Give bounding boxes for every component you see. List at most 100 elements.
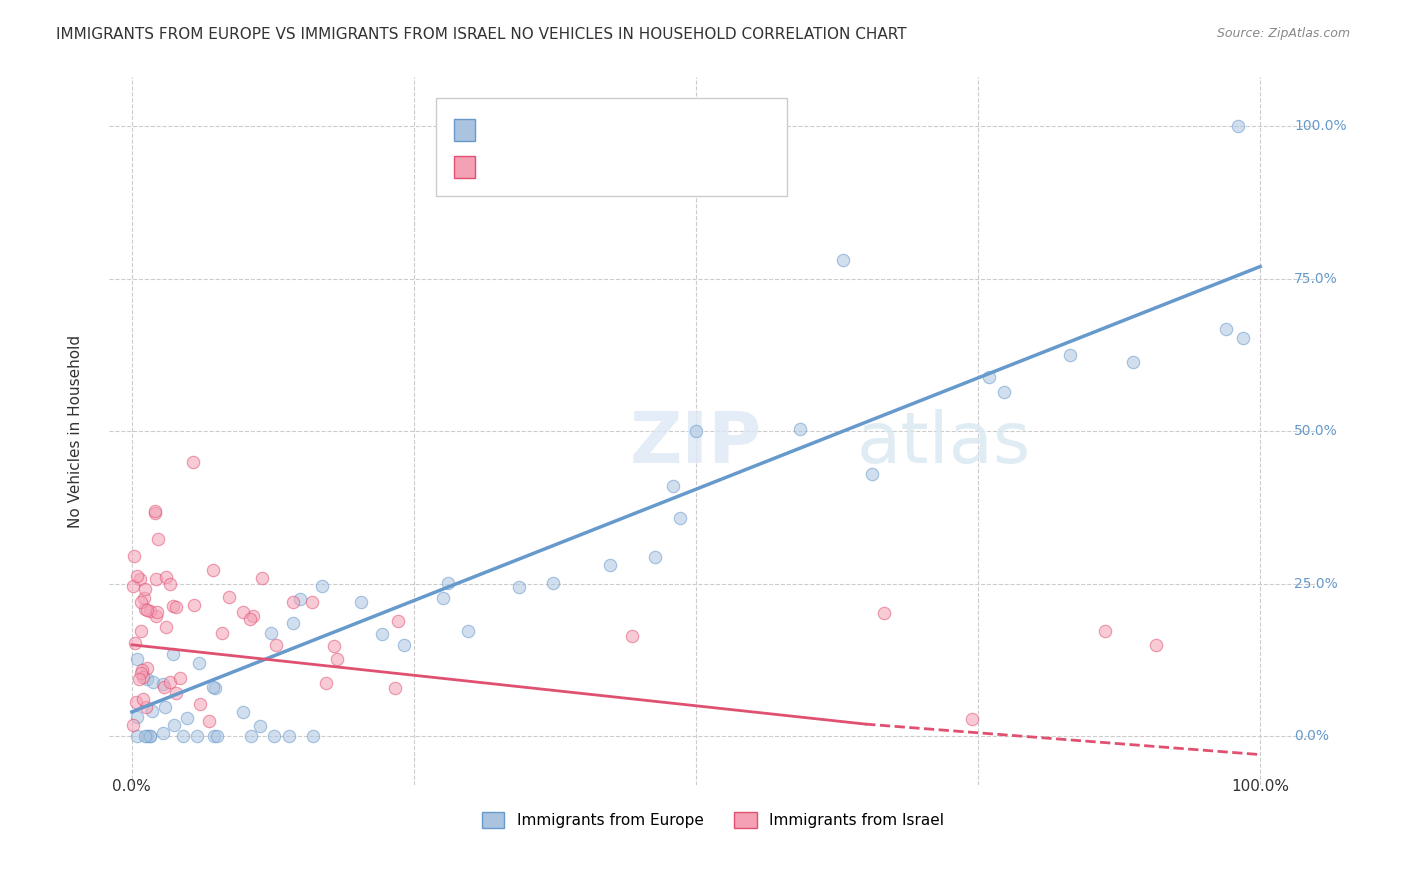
Point — [129, 665, 152, 680]
Point — [315, 676, 337, 690]
Point — [232, 605, 254, 619]
Point — [260, 626, 283, 640]
Point — [201, 680, 224, 694]
Point — [207, 729, 229, 743]
Point — [183, 598, 205, 612]
Point — [239, 729, 262, 743]
Point — [145, 572, 167, 586]
Point — [1215, 322, 1237, 336]
Point — [371, 627, 394, 641]
Point — [172, 729, 194, 743]
Point — [127, 569, 149, 583]
Point — [159, 674, 181, 689]
Point — [242, 608, 264, 623]
Point — [277, 729, 299, 743]
Point — [146, 532, 169, 546]
Point — [685, 424, 707, 438]
Point — [127, 710, 149, 724]
Point — [392, 638, 415, 652]
Point — [181, 455, 204, 469]
Point — [384, 681, 406, 695]
Point — [288, 591, 311, 606]
Point — [873, 606, 896, 620]
Point — [1059, 348, 1081, 362]
Point — [143, 506, 166, 520]
Point — [186, 729, 208, 743]
Point — [188, 698, 211, 712]
Point — [165, 599, 187, 614]
Point — [152, 680, 174, 694]
Point — [122, 717, 145, 731]
Point — [993, 384, 1015, 399]
Point — [979, 370, 1001, 384]
Point — [122, 549, 145, 563]
Point — [129, 594, 152, 608]
Text: IMMIGRANTS FROM EUROPE VS IMMIGRANTS FROM ISRAEL NO VEHICLES IN HOUSEHOLD CORREL: IMMIGRANTS FROM EUROPE VS IMMIGRANTS FRO… — [56, 27, 907, 42]
Point — [188, 656, 211, 670]
Point — [211, 626, 233, 640]
Point — [145, 608, 167, 623]
Point — [387, 614, 409, 628]
Point — [176, 711, 198, 725]
Point — [134, 582, 156, 596]
Point — [264, 638, 287, 652]
Point — [139, 729, 162, 743]
Point — [162, 599, 184, 614]
Point — [139, 729, 162, 743]
Point — [239, 612, 262, 626]
Point — [122, 579, 145, 593]
Point — [134, 601, 156, 615]
Point — [281, 616, 304, 631]
Point — [135, 700, 157, 714]
Text: 100.0%: 100.0% — [1232, 779, 1289, 794]
Point — [198, 714, 221, 728]
Point — [124, 636, 146, 650]
Point — [437, 576, 460, 591]
Text: 75.0%: 75.0% — [1294, 272, 1337, 285]
Point — [136, 729, 159, 743]
Point — [142, 675, 165, 690]
Point — [136, 661, 159, 675]
Point — [152, 726, 174, 740]
Point — [508, 580, 530, 594]
Point — [543, 575, 565, 590]
Point — [326, 652, 349, 666]
Point — [263, 729, 285, 743]
Text: 0.0%: 0.0% — [112, 779, 152, 794]
Point — [1232, 331, 1254, 345]
Point — [155, 619, 177, 633]
Text: R = -0.077   N = 60: R = -0.077 N = 60 — [461, 158, 612, 172]
Point — [350, 595, 373, 609]
Point — [311, 579, 333, 593]
Point — [232, 705, 254, 719]
Point — [136, 672, 159, 686]
Point — [145, 605, 167, 619]
Point — [1144, 638, 1167, 652]
Point — [281, 595, 304, 609]
Point — [127, 729, 149, 743]
Point — [153, 700, 176, 714]
Point — [1094, 624, 1116, 638]
Point — [162, 647, 184, 661]
Text: No Vehicles in Household: No Vehicles in Household — [67, 334, 83, 528]
Point — [1226, 120, 1249, 134]
Point — [621, 630, 644, 644]
Text: 100.0%: 100.0% — [1294, 120, 1347, 133]
Text: 50.0%: 50.0% — [1294, 425, 1337, 438]
Point — [204, 681, 226, 695]
Point — [132, 670, 155, 684]
Text: R =  0.681   N = 56: R = 0.681 N = 56 — [461, 120, 610, 134]
Point — [141, 704, 163, 718]
Point — [152, 677, 174, 691]
Point — [163, 718, 186, 732]
Point — [831, 253, 853, 268]
Text: 25.0%: 25.0% — [1294, 577, 1337, 591]
Point — [201, 563, 224, 577]
Point — [662, 478, 685, 492]
Point — [644, 550, 666, 565]
Point — [249, 719, 271, 733]
Point — [159, 577, 181, 591]
Point — [789, 422, 811, 436]
Point — [129, 572, 152, 586]
Point — [134, 729, 156, 743]
